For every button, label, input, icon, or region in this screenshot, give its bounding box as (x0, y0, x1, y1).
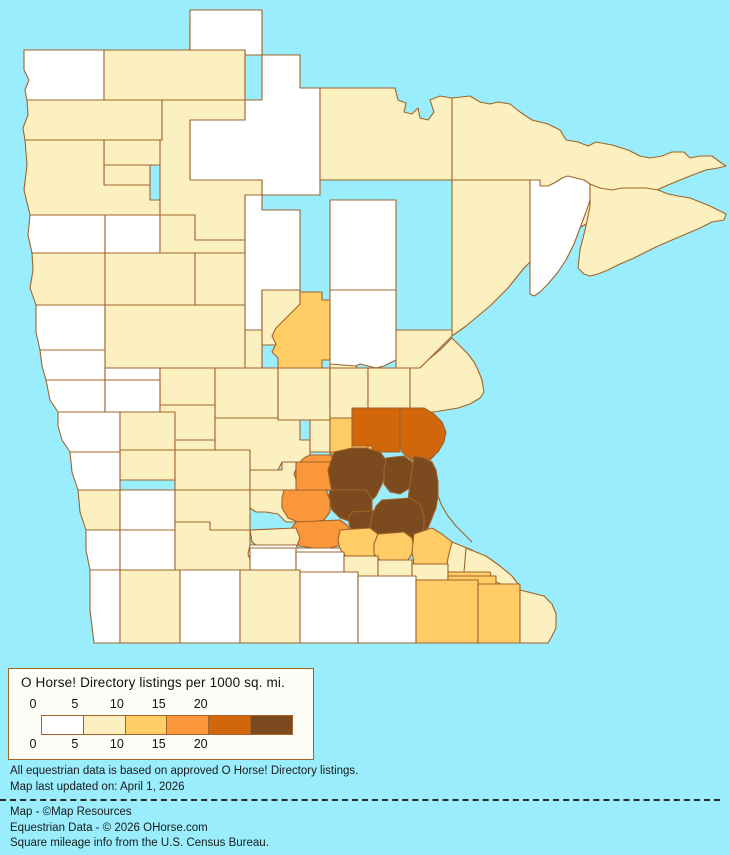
legend-color-scale (41, 715, 293, 735)
county-itasca[interactable] (320, 88, 452, 180)
footer-data-credit: Equestrian Data - © 2026 OHorse.com (10, 821, 208, 834)
county-cook[interactable] (578, 184, 726, 276)
county-morrison[interactable] (278, 368, 330, 420)
county-becker[interactable] (105, 253, 195, 305)
county-clay[interactable] (30, 253, 105, 305)
county-big-stone[interactable] (46, 380, 105, 412)
footer-last-updated: Map last updated on: April 1, 2026 (10, 780, 185, 793)
legend-tick-top-15: 15 (151, 697, 166, 711)
county-fillmore[interactable] (478, 584, 520, 643)
county-lake[interactable] (530, 176, 590, 296)
county-crow-wing[interactable] (272, 292, 330, 368)
footer-divider (0, 799, 720, 801)
county-mahnomen[interactable] (105, 215, 160, 253)
county-kittson[interactable] (24, 50, 104, 100)
county-red-lake[interactable] (104, 165, 150, 185)
county-marshall[interactable] (23, 100, 162, 140)
state-east-boundary (438, 496, 472, 542)
county-lyon[interactable] (120, 490, 175, 530)
county-otter-tail[interactable] (105, 305, 262, 368)
county-chippewa[interactable] (120, 450, 175, 480)
footer-map-credit: Map - ©Map Resources (10, 806, 132, 818)
county-lincoln[interactable] (78, 490, 120, 530)
county-freeborn[interactable] (358, 576, 416, 643)
county-murray[interactable] (120, 530, 175, 570)
legend: O Horse! Directory listings per 1000 sq.… (8, 668, 314, 760)
legend-tick-bottom-20: 20 (193, 737, 208, 751)
county-chisago-main[interactable] (400, 408, 446, 460)
footer-census-credit: Square mileage info from the U.S. Census… (10, 837, 269, 849)
legend-title: O Horse! Directory listings per 1000 sq.… (21, 675, 285, 690)
legend-tick-bottom-10: 10 (109, 737, 124, 751)
county-rice[interactable] (374, 532, 414, 564)
county-douglas[interactable] (160, 368, 215, 405)
legend-tick-top-0: 0 (29, 697, 37, 711)
legend-swatch-20 (209, 716, 252, 734)
county-benton[interactable] (310, 420, 330, 452)
footer: All equestrian data is based on approved… (0, 764, 726, 852)
legend-swatch-15 (167, 716, 210, 734)
legend-tick-bottom-5: 5 (71, 737, 79, 751)
legend-tick-top-10: 10 (109, 697, 124, 711)
county-pine[interactable] (410, 338, 484, 412)
county-mower[interactable] (416, 580, 478, 643)
county-lac-qui-parle[interactable] (58, 412, 120, 452)
legend-ticks-top: 0 5 10 15 20 (29, 697, 295, 713)
county-aitkin-upper[interactable] (330, 200, 396, 290)
county-stevens[interactable] (105, 380, 160, 412)
county-anoka[interactable] (352, 408, 400, 452)
county-kanabec[interactable] (368, 368, 410, 412)
county-yellow-medicine[interactable] (70, 452, 120, 490)
county-wilkin[interactable] (36, 305, 105, 350)
legend-swatch-5 (83, 716, 126, 734)
county-pennington[interactable] (104, 140, 162, 165)
county-martin[interactable] (240, 570, 300, 643)
county-jackson[interactable] (180, 570, 240, 643)
county-houston[interactable] (520, 590, 556, 643)
footer-data-source-note: All equestrian data is based on approved… (10, 765, 359, 777)
county-todd[interactable] (215, 368, 278, 418)
legend-tick-bottom-15: 15 (151, 737, 166, 751)
legend-swatch-20plus (251, 716, 292, 734)
county-kandiyohi[interactable] (175, 450, 250, 490)
county-rock[interactable] (90, 570, 120, 643)
county-ramsey[interactable] (384, 456, 414, 494)
county-lake-of-the-woods-main[interactable] (190, 10, 262, 55)
county-mcleod[interactable] (282, 490, 330, 522)
county-traverse[interactable] (40, 350, 105, 380)
legend-tick-top-20: 20 (193, 697, 208, 711)
county-norman[interactable] (28, 215, 105, 253)
legend-ticks-bottom: 0 5 10 15 20 (29, 737, 295, 753)
legend-swatch-10 (125, 716, 168, 734)
county-swift[interactable] (120, 412, 175, 450)
county-brown-box[interactable] (250, 548, 296, 572)
legend-tick-bottom-0: 0 (29, 737, 37, 751)
county-faribault[interactable] (300, 572, 358, 643)
legend-swatch-0 (42, 716, 84, 734)
legend-tick-top-5: 5 (71, 697, 79, 711)
county-pipestone[interactable] (86, 530, 120, 570)
county-hubbard[interactable] (195, 253, 245, 310)
county-nobles[interactable] (120, 570, 180, 643)
